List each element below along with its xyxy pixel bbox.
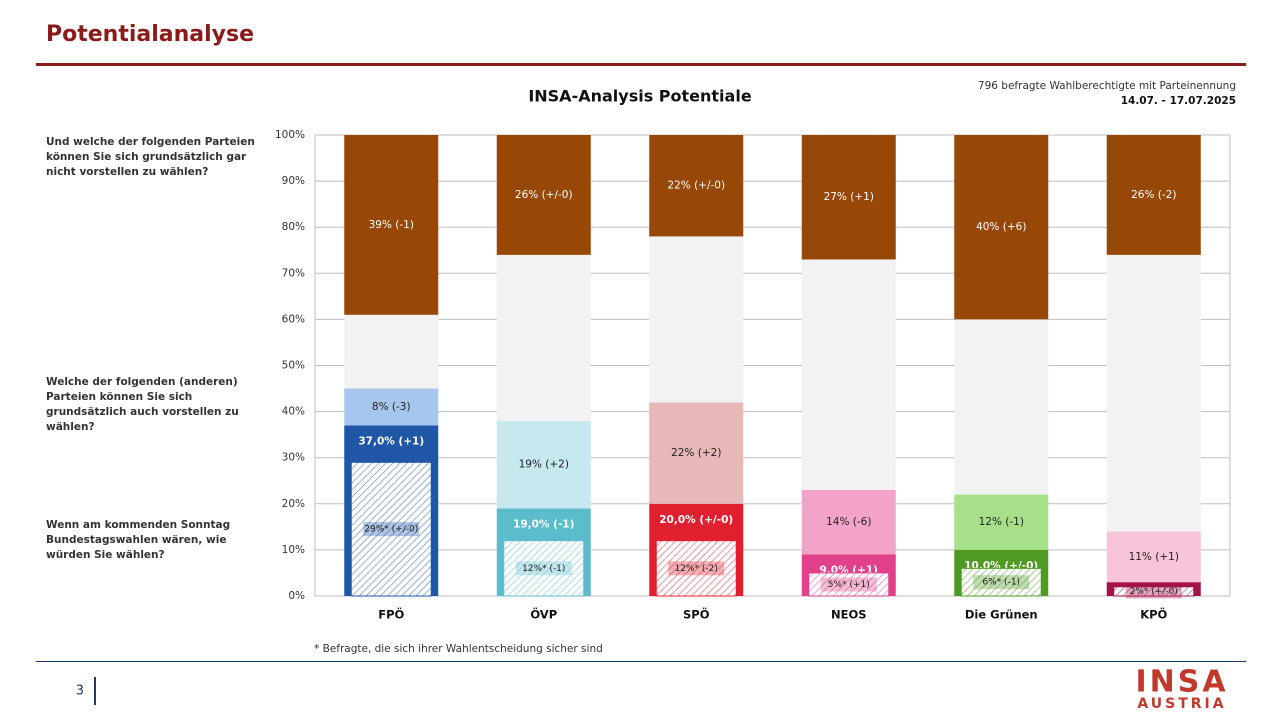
bar-label: 37,0% (+1): [358, 435, 424, 447]
y-tick-label: 90%: [282, 175, 305, 187]
question-potential: Welche der folgenden (anderen) Parteien …: [46, 376, 239, 433]
date-note: 14.07. - 17.07.2025: [1121, 95, 1236, 107]
bar-segment: [954, 135, 1049, 320]
bar-label: 22% (+/-0): [667, 180, 725, 192]
logo-top: INSA: [1135, 665, 1228, 700]
logo-bottom: AUSTRIA: [1137, 696, 1226, 712]
y-tick-label: 50%: [282, 360, 305, 372]
bar-segment: [649, 236, 744, 403]
sure-label-box: [515, 561, 572, 576]
sure-label: 5%* (+1): [828, 580, 870, 590]
sure-voter-bar: [350, 461, 432, 597]
bar-segment: [801, 489, 896, 555]
sure-label: 2%* (+/-0): [1130, 587, 1178, 597]
y-tick-label: 100%: [275, 129, 305, 141]
bar-segment: [801, 135, 896, 260]
sure-voter-bar: [808, 572, 890, 597]
bar-label: 8% (-3): [372, 401, 411, 413]
x-tick-label: SPÖ: [683, 607, 710, 622]
page-number: 3: [76, 684, 84, 699]
sure-label: 6%* (-1): [982, 578, 1020, 588]
bar-label: 26% (+/-0): [515, 189, 573, 201]
sure-label: 12%* (-1): [522, 564, 565, 574]
sure-label-box: [820, 577, 877, 592]
bar-segment: [1106, 135, 1201, 255]
footer-rule: [36, 661, 1246, 662]
bar-segment: [344, 314, 439, 389]
sure-voter-bar: [960, 567, 1042, 597]
x-tick-label: KPÖ: [1140, 607, 1167, 622]
question-reject: Und welche der folgenden Parteien können…: [46, 136, 255, 178]
bar-label: 11% (+1): [1129, 551, 1179, 563]
page-divider: [94, 677, 96, 705]
x-tick-label: Die Grünen: [965, 608, 1038, 622]
sure-label: 12%* (-2): [675, 564, 718, 574]
sure-voter-bar: [503, 540, 585, 597]
y-tick-label: 70%: [282, 267, 305, 279]
bar-segment: [649, 402, 744, 504]
bar-segment: [954, 319, 1049, 495]
bar-label: 19% (+2): [519, 459, 569, 471]
bar-label: 40% (+6): [976, 221, 1026, 233]
y-tick-label: 20%: [282, 498, 305, 510]
bar-segment: [344, 135, 439, 315]
bar-label: 22% (+2): [671, 447, 721, 459]
y-tick-label: 30%: [282, 452, 305, 464]
title-rule: [36, 63, 1246, 66]
sample-note: 796 befragte Wahlberechtigte mit Partein…: [978, 80, 1236, 92]
question-vote: Wenn am kommenden Sonntag Bundestagswahl…: [46, 519, 231, 561]
bar-segment: [801, 259, 896, 490]
bar-segment: [496, 420, 591, 509]
sure-voter-bar: [1113, 586, 1195, 597]
bar-label: 19,0% (-1): [513, 518, 574, 530]
y-tick-label: 40%: [282, 406, 305, 418]
bar-segment: [1106, 254, 1201, 532]
x-tick-label: FPÖ: [378, 607, 404, 622]
bar-segment: [954, 494, 1049, 550]
bar-segment: [496, 254, 591, 421]
sure-label-box: [1125, 584, 1182, 599]
bar-label: 39% (-1): [369, 219, 414, 231]
bar-label: 12% (-1): [979, 516, 1024, 528]
y-tick-label: 80%: [282, 221, 305, 233]
bar-segment: [344, 388, 439, 426]
x-tick-label: NEOS: [831, 608, 867, 622]
bar-label: 27% (+1): [824, 191, 874, 203]
bar-segment: [496, 135, 591, 255]
y-tick-label: 60%: [282, 313, 305, 325]
y-tick-label: 0%: [288, 590, 305, 602]
sure-label-box: [668, 561, 725, 576]
bar-label: 14% (-6): [826, 516, 871, 528]
bar-label: 26% (-2): [1131, 189, 1176, 201]
sure-label: 29%* (+/-0): [364, 525, 418, 535]
footnote: * Befragte, die sich ihrer Wahlentscheid…: [314, 643, 603, 655]
x-tick-label: ÖVP: [530, 607, 557, 622]
bar-segment: [649, 135, 744, 237]
bar-segment: [1106, 531, 1201, 583]
sure-label-box: [363, 522, 420, 537]
chart-title: INSA-Analysis Potentiale: [528, 87, 752, 106]
bar-label: 20,0% (+/-0): [659, 514, 733, 526]
sure-voter-bar: [655, 540, 737, 597]
slide-title: Potentialanalyse: [46, 22, 254, 47]
y-tick-label: 10%: [282, 544, 305, 556]
sure-label-box: [973, 575, 1030, 590]
